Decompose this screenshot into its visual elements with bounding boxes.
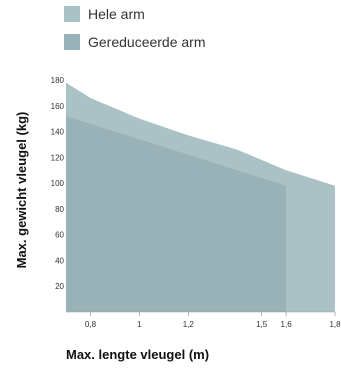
y-axis-label: Max. gewicht vleugel (kg) xyxy=(14,111,29,269)
y-tick-label: 160 xyxy=(51,102,65,111)
legend-item-hele-arm: Hele arm xyxy=(64,6,145,22)
y-tick-label: 60 xyxy=(55,231,64,240)
legend-swatch-hele-arm xyxy=(64,6,80,22)
legend-item-gereduceerde-arm: Gereduceerde arm xyxy=(64,34,206,50)
y-tick-label: 120 xyxy=(51,153,65,162)
x-tick-label: 1,6 xyxy=(281,320,293,329)
y-tick-label: 180 xyxy=(51,76,65,85)
x-tick-label: 1 xyxy=(137,320,142,329)
y-tick-label: 100 xyxy=(51,179,65,188)
x-axis-label: Max. lengte vleugel (m) xyxy=(66,347,210,362)
x-tick-label: 1,5 xyxy=(256,320,268,329)
legend-swatch-gereduceerde-arm xyxy=(64,34,80,50)
x-tick-label: 1,2 xyxy=(183,320,195,329)
legend-label-hele-arm: Hele arm xyxy=(88,6,145,22)
y-tick-label: 80 xyxy=(55,205,64,214)
x-tick-label: 1,8 xyxy=(329,320,341,329)
legend-label-gereduceerde-arm: Gereduceerde arm xyxy=(88,34,206,50)
y-tick-label: 40 xyxy=(55,256,64,265)
y-tick-label: 20 xyxy=(55,282,64,291)
area-series-gereduceerde-arm xyxy=(66,116,287,312)
y-tick-label: 140 xyxy=(51,128,65,137)
x-tick-label: 0,8 xyxy=(85,320,97,329)
